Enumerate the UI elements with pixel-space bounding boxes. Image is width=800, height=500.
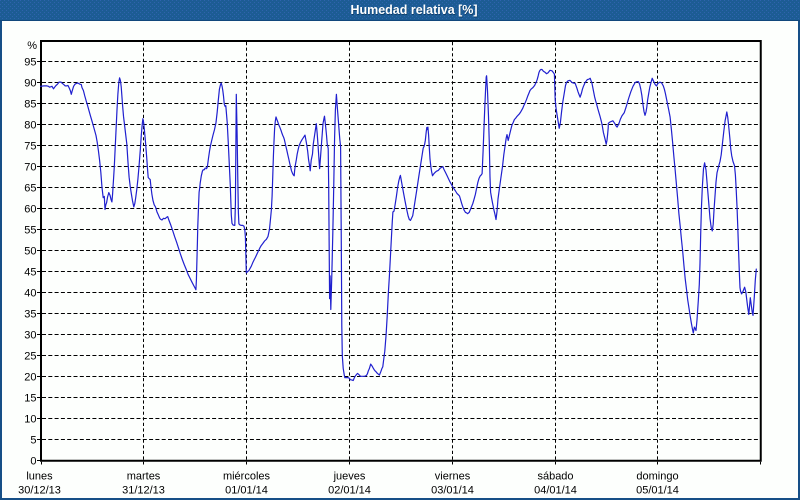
- svg-text:65: 65: [24, 183, 36, 195]
- svg-text:55: 55: [24, 225, 36, 237]
- svg-text:31/12/13: 31/12/13: [122, 485, 165, 497]
- svg-text:viernes: viernes: [435, 471, 471, 483]
- svg-text:20: 20: [24, 372, 36, 384]
- svg-text:75: 75: [24, 141, 36, 153]
- svg-text:05/01/14: 05/01/14: [636, 485, 679, 497]
- svg-text:80: 80: [24, 120, 36, 132]
- svg-text:jueves: jueves: [333, 471, 366, 483]
- svg-text:sábado: sábado: [537, 471, 573, 483]
- svg-text:04/01/14: 04/01/14: [534, 485, 577, 497]
- svg-text:30/12/13: 30/12/13: [18, 485, 61, 497]
- svg-text:martes: martes: [127, 471, 161, 483]
- svg-text:15: 15: [24, 393, 36, 405]
- svg-text:50: 50: [24, 246, 36, 258]
- svg-text:domingo: domingo: [636, 471, 678, 483]
- svg-text:01/01/14: 01/01/14: [225, 485, 268, 497]
- svg-text:30: 30: [24, 330, 36, 342]
- svg-text:10: 10: [24, 414, 36, 426]
- svg-text:40: 40: [24, 288, 36, 300]
- svg-text:95: 95: [24, 57, 36, 69]
- svg-text:Humedad relativa [%]: Humedad relativa [%]: [351, 4, 478, 18]
- svg-text:60: 60: [24, 204, 36, 216]
- svg-text:0: 0: [30, 456, 36, 468]
- svg-text:%: %: [27, 40, 37, 52]
- svg-text:miércoles: miércoles: [223, 471, 271, 483]
- svg-text:45: 45: [24, 267, 36, 279]
- svg-text:90: 90: [24, 78, 36, 90]
- svg-text:70: 70: [24, 162, 36, 174]
- svg-text:35: 35: [24, 309, 36, 321]
- svg-text:25: 25: [24, 351, 36, 363]
- svg-text:lunes: lunes: [26, 471, 53, 483]
- svg-text:85: 85: [24, 99, 36, 111]
- svg-text:02/01/14: 02/01/14: [328, 485, 371, 497]
- svg-text:5: 5: [30, 435, 36, 447]
- svg-text:03/01/14: 03/01/14: [431, 485, 474, 497]
- svg-text:Humedad relativa [%]: Humedad relativa [%]: [350, 3, 477, 17]
